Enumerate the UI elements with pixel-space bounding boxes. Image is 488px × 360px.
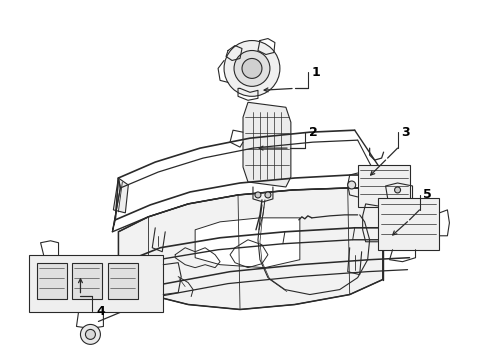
Bar [72,263,102,298]
Bar [37,263,66,298]
Polygon shape [112,178,120,232]
Circle shape [347,181,355,189]
Polygon shape [113,178,128,213]
Circle shape [264,192,270,198]
Bar [108,263,138,298]
Text: 1: 1 [311,66,320,79]
Circle shape [242,58,262,78]
Circle shape [224,41,279,96]
Circle shape [81,324,100,345]
Circle shape [254,192,261,198]
Text: 5: 5 [423,188,431,202]
Polygon shape [195,218,299,268]
Bar [377,198,439,250]
Text: 3: 3 [401,126,409,139]
Circle shape [85,329,95,339]
Bar [357,165,408,207]
Circle shape [234,50,269,86]
Circle shape [394,187,400,193]
Polygon shape [243,102,290,187]
Bar [29,255,163,312]
Text: 2: 2 [308,126,317,139]
Polygon shape [118,188,382,310]
Text: 4: 4 [96,305,105,318]
